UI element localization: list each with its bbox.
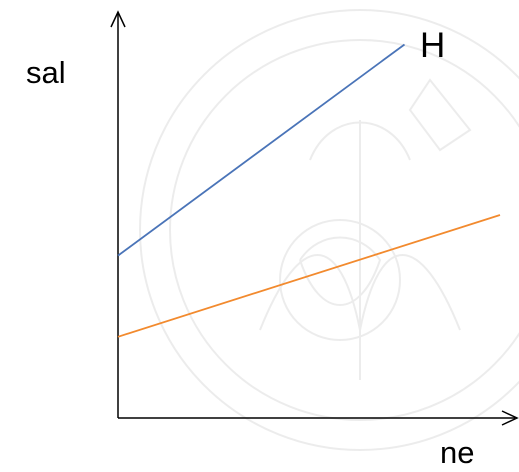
x-axis-label: ne	[440, 435, 474, 470]
y-axis-arrow	[110, 10, 126, 28]
watermark-seal	[139, 9, 519, 451]
series-line-h	[117, 43, 406, 257]
y-axis-label: sal	[26, 55, 66, 90]
x-axis-arrow	[501, 410, 519, 426]
series-label-h: H	[420, 26, 445, 65]
series-line-orange	[117, 214, 501, 338]
